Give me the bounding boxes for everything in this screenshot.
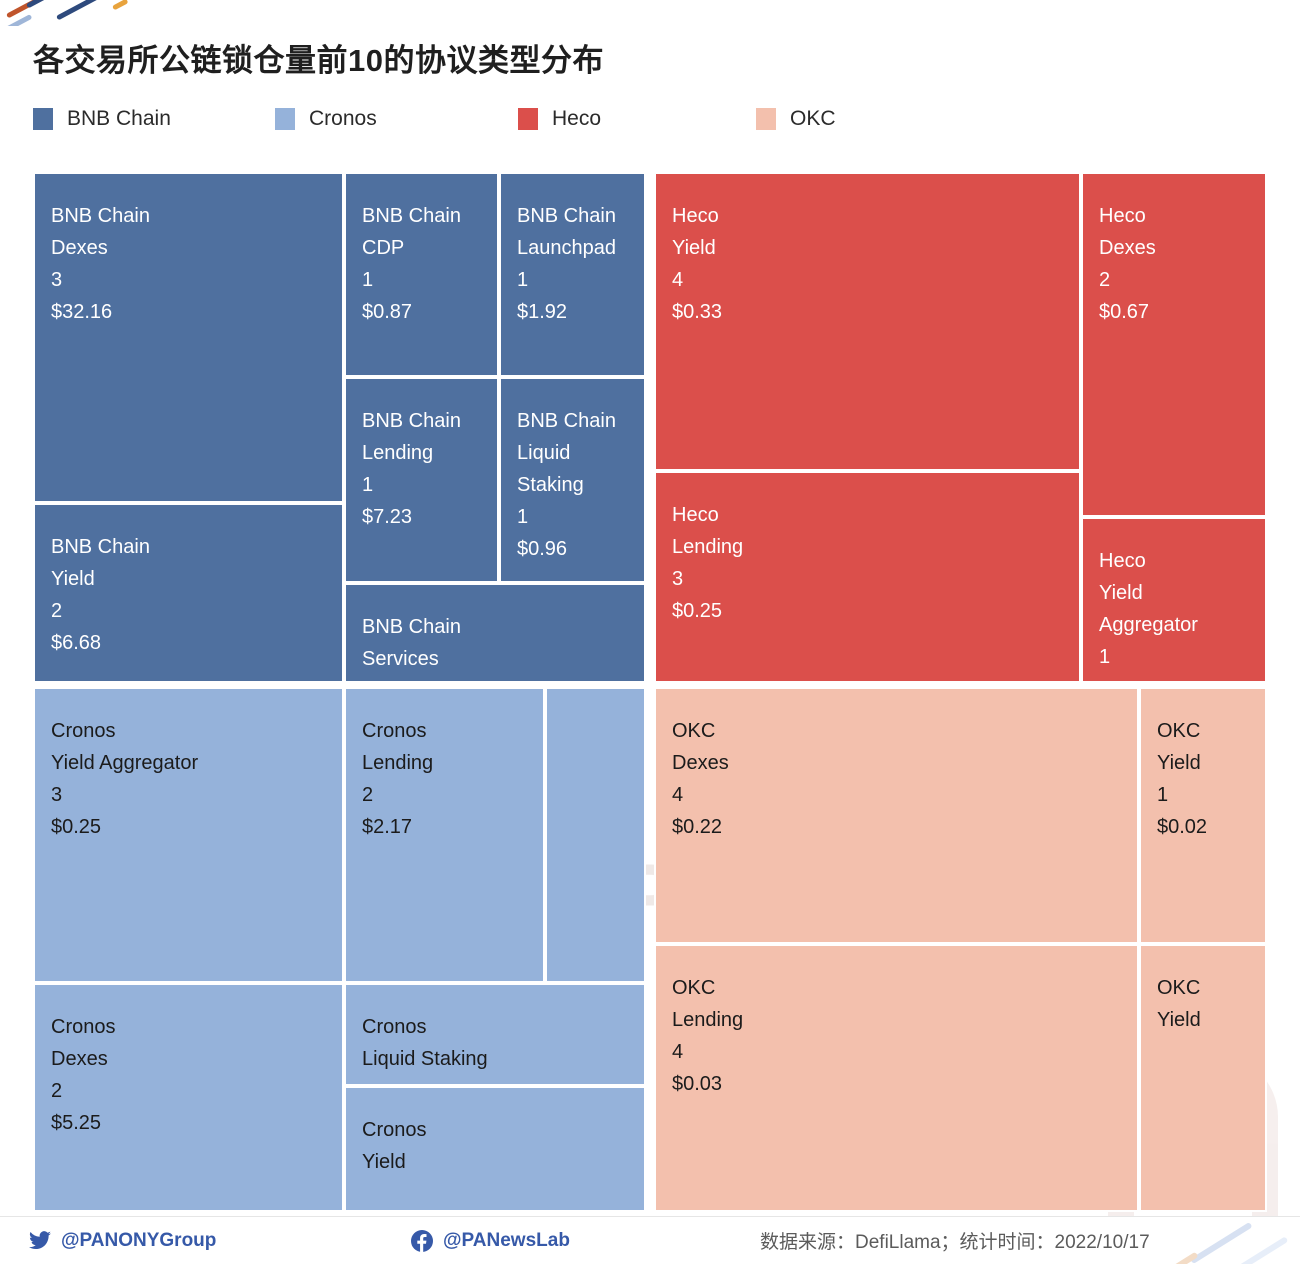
- legend-item-heco: Heco: [518, 105, 601, 133]
- legend-swatch-heco: [518, 108, 538, 130]
- treemap-cell-okc-dexes[interactable]: OKC Dexes 4 $0.22: [654, 687, 1139, 944]
- legend-label-okc: OKC: [790, 107, 836, 130]
- legend-item-okc: OKC: [756, 105, 836, 133]
- legend-label-cronos: Cronos: [309, 107, 377, 130]
- treemap-cell-label: Cronos Dexes 2 $5.25: [51, 1016, 116, 1134]
- data-source-note: 数据来源：DefiLlama；统计时间：2022/10/17: [760, 1232, 1150, 1253]
- legend-item-cronos: Cronos: [275, 105, 377, 133]
- twitter-account[interactable]: @PANONYGroup: [28, 1217, 216, 1264]
- treemap-cell-heco-yieldagg[interactable]: Heco Yield Aggregator 1: [1081, 517, 1267, 683]
- treemap-cell-label: BNB Chain CDP 1 $0.87: [362, 205, 461, 323]
- treemap-cell-label: BNB Chain Yield 2 $6.68: [51, 536, 150, 654]
- facebook-handle: @PANewsLab: [443, 1229, 570, 1251]
- footer-ribbon-decoration: [1150, 1217, 1300, 1264]
- legend-item-bnb-chain: BNB Chain: [33, 105, 171, 133]
- treemap-cell-label: OKC Lending 4 $0.03: [672, 977, 744, 1095]
- twitter-icon: [28, 1229, 52, 1253]
- chart-legend: BNB Chain Cronos Heco OKC: [33, 105, 1033, 135]
- treemap-cell-heco-lending[interactable]: Heco Lending 3 $0.25: [654, 471, 1081, 683]
- treemap-cell-label: BNB Chain Services: [362, 616, 461, 670]
- twitter-handle: @PANONYGroup: [61, 1229, 217, 1251]
- brand-ribbon-decoration: [0, 0, 150, 26]
- treemap-cell-label: BNB Chain Dexes 3 $32.16: [51, 205, 150, 323]
- treemap-cell-label: Cronos Yield: [362, 1119, 427, 1173]
- treemap-cell-okc-yield-2[interactable]: OKC Yield: [1139, 944, 1267, 1212]
- treemap-cell-heco-yield[interactable]: Heco Yield 4 $0.33: [654, 172, 1081, 471]
- treemap-cell-label: Heco Dexes 2 $0.67: [1099, 205, 1156, 323]
- treemap-cell-bnb-yield[interactable]: BNB Chain Yield 2 $6.68: [33, 503, 344, 683]
- treemap-cell-bnb-lending[interactable]: BNB Chain Lending 1 $7.23: [344, 377, 499, 583]
- treemap-chart: BNB Chain Dexes 3 $32.16 BNB Chain Yield …: [33, 172, 1267, 1212]
- treemap-cell-bnb-services[interactable]: BNB Chain Services: [344, 583, 646, 683]
- treemap-cell-bnb-dexes[interactable]: BNB Chain Dexes 3 $32.16: [33, 172, 344, 503]
- treemap-cell-bnb-liquid[interactable]: BNB Chain Liquid Staking 1 $0.96: [499, 377, 646, 583]
- treemap-cell-label: Heco Lending 3 $0.25: [672, 504, 744, 622]
- treemap-cell-label: Heco Yield 4 $0.33: [672, 205, 723, 323]
- treemap-cell-cronos-lending[interactable]: Cronos Lending 2 $2.17: [344, 687, 545, 983]
- treemap-cell-label: Cronos Lending 2 $2.17: [362, 720, 434, 838]
- treemap-cell-bnb-cdp[interactable]: BNB Chain CDP 1 $0.87: [344, 172, 499, 377]
- legend-swatch-bnb-chain: [33, 108, 53, 130]
- treemap-cell-bnb-launchpad[interactable]: BNB Chain Launchpad 1 $1.92: [499, 172, 646, 377]
- treemap-cell-cronos-liquid[interactable]: Cronos Liquid Staking: [344, 983, 646, 1086]
- legend-label-bnb-chain: BNB Chain: [67, 107, 171, 130]
- treemap-cell-heco-dexes[interactable]: Heco Dexes 2 $0.67: [1081, 172, 1267, 517]
- treemap-cell-cronos-yieldagg[interactable]: Cronos Yield Aggregator 3 $0.25: [33, 687, 344, 983]
- treemap-cell-label: BNB Chain Lending 1 $7.23: [362, 410, 461, 528]
- treemap-cell-label: BNB Chain Liquid Staking 1 $0.96: [517, 410, 616, 560]
- treemap-cell-label: Cronos Yield Aggregator 3 $0.25: [51, 720, 199, 838]
- treemap-cell-okc-lending[interactable]: OKC Lending 4 $0.03: [654, 944, 1139, 1212]
- treemap-cell-okc-yield-1[interactable]: OKC Yield 1 $0.02: [1139, 687, 1267, 944]
- page-title: 各交易所公链锁仓量前10的协议类型分布: [33, 43, 604, 78]
- treemap-cell-label: OKC Dexes 4 $0.22: [672, 720, 729, 838]
- legend-swatch-okc: [756, 108, 776, 130]
- treemap-cell-cronos-dexes[interactable]: Cronos Dexes 2 $5.25: [33, 983, 344, 1212]
- treemap-cell-cronos-yield[interactable]: Cronos Yield: [344, 1086, 646, 1212]
- treemap-cell-cronos-spacer[interactable]: [545, 687, 646, 983]
- facebook-account[interactable]: @PANewsLab: [410, 1217, 570, 1264]
- legend-swatch-cronos: [275, 108, 295, 130]
- treemap-cell-label: Heco Yield Aggregator 1: [1099, 550, 1198, 668]
- treemap-cell-label: OKC Yield: [1157, 977, 1201, 1031]
- treemap-cell-label: Cronos Liquid Staking: [362, 1016, 488, 1070]
- facebook-icon: [410, 1229, 434, 1253]
- footer-bar: @PANONYGroup @PANewsLab 数据来源：DefiLlama；统…: [0, 1216, 1300, 1264]
- treemap-cell-label: BNB Chain Launchpad 1 $1.92: [517, 205, 616, 323]
- legend-label-heco: Heco: [552, 107, 602, 130]
- treemap-cell-label: OKC Yield 1 $0.02: [1157, 720, 1208, 838]
